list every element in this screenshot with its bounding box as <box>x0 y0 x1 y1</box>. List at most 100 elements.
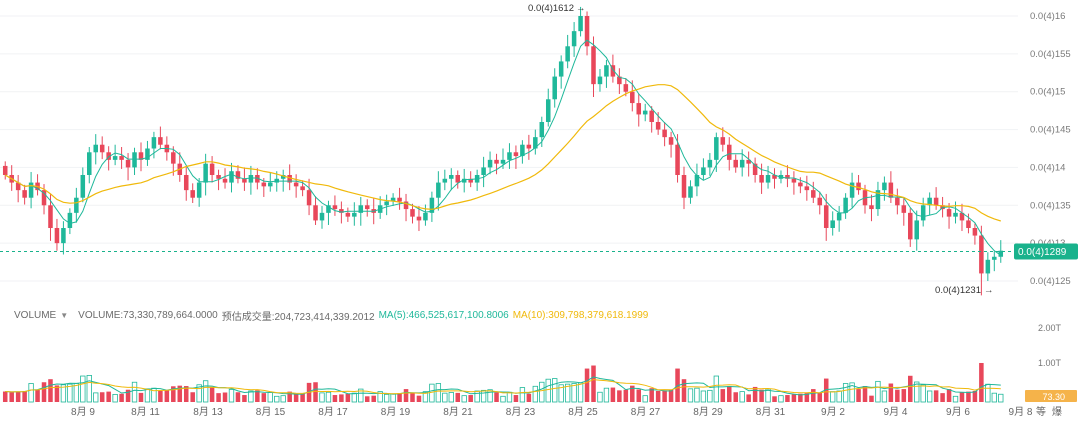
candle-body <box>15 182 21 191</box>
volume-bar <box>991 392 997 403</box>
volume-bar <box>442 392 448 403</box>
volume-ma10-line <box>5 379 1001 395</box>
volume-bar <box>280 395 286 403</box>
volume-ma5-line <box>5 376 1001 396</box>
volume-bar <box>377 391 383 403</box>
candle-body <box>306 190 312 206</box>
candle-body <box>158 137 163 145</box>
volume-bar <box>93 392 99 403</box>
candle-body <box>455 175 461 183</box>
volume-bar <box>862 386 868 402</box>
log-scale-button[interactable]: 爆 <box>1052 406 1062 418</box>
candle-body <box>280 175 286 179</box>
candle-body <box>48 205 53 228</box>
candle-body <box>138 152 144 160</box>
axis-buttons: 等 爆 <box>1036 405 1062 418</box>
candle-body <box>487 159 493 168</box>
volume-bar <box>383 393 390 403</box>
candle-body <box>22 190 27 198</box>
candle-body <box>183 175 189 191</box>
chevron-down-icon[interactable]: ▼ <box>60 311 69 320</box>
volume-bar <box>364 396 370 402</box>
volume-bars <box>2 362 1004 403</box>
volume-bar <box>248 390 254 403</box>
volume-bar <box>209 386 215 402</box>
volume-bar <box>603 387 610 403</box>
autoscale-button[interactable]: 等 <box>1036 405 1046 418</box>
volume-bar <box>707 389 713 403</box>
candle-body <box>817 197 823 206</box>
time-tick: 8月 21 <box>443 406 473 418</box>
candle-body <box>597 76 603 85</box>
candle-body <box>248 175 254 183</box>
candle-body <box>507 152 512 160</box>
candle-body <box>895 197 900 206</box>
candle-body <box>908 212 913 240</box>
volume-bar <box>119 393 124 402</box>
time-tick: 8月 17 <box>318 406 348 418</box>
volume-bar <box>733 392 738 402</box>
candle-body <box>772 175 777 179</box>
volume-bar <box>313 382 318 402</box>
volume-bar <box>726 386 732 402</box>
candle-body <box>513 152 519 157</box>
volume-bar <box>138 392 144 402</box>
candle-body <box>675 144 680 175</box>
volume-bar <box>190 392 195 402</box>
volume-bar <box>940 393 945 402</box>
volume-bar <box>513 395 519 402</box>
volume-bar <box>869 395 874 402</box>
volume-bar <box>183 386 189 402</box>
candle-body <box>216 175 221 179</box>
volume-bar <box>985 383 991 403</box>
candle-body <box>384 201 389 206</box>
price-tick: 0.0(4)145 <box>1030 125 1071 136</box>
volume-bar <box>558 384 564 403</box>
candle-body <box>869 205 874 210</box>
volume-bar <box>526 393 532 402</box>
candle-body <box>882 182 887 191</box>
candle-body <box>313 205 318 221</box>
volume-bar <box>842 383 849 403</box>
candle-body <box>662 129 667 138</box>
volume-bar <box>196 384 202 403</box>
candle-body <box>436 182 441 198</box>
volume-bar <box>888 383 894 402</box>
volume-bar <box>856 389 861 402</box>
volume-bar <box>739 391 745 403</box>
candle-body <box>99 144 105 153</box>
volume-bar <box>474 390 480 403</box>
volume-indicator-name[interactable]: VOLUME <box>14 310 57 321</box>
volume-bar <box>655 390 661 402</box>
volume-bar <box>435 383 442 403</box>
volume-bar <box>539 381 545 403</box>
volume-bar <box>926 390 933 403</box>
candle-body <box>74 197 79 213</box>
candle-body <box>688 186 693 198</box>
volume-bar <box>972 390 978 402</box>
candle-body <box>268 182 273 187</box>
high-marker-label: 0.0(4)1612 <box>528 3 574 14</box>
volume-bar <box>351 392 357 403</box>
volume-bar <box>791 394 797 402</box>
candle-body <box>80 175 86 198</box>
volume-bar <box>410 392 415 402</box>
volume-bar <box>235 392 241 402</box>
volume-bar <box>610 387 616 402</box>
candle-body <box>520 144 525 157</box>
volume-bar <box>86 374 92 403</box>
volume-bar <box>228 389 235 403</box>
candle-body <box>533 137 538 149</box>
candle-body <box>500 159 506 164</box>
candle-body <box>87 152 92 175</box>
time-tick: 9月 4 <box>884 406 908 418</box>
candle-body <box>494 159 499 164</box>
volume-bar <box>804 393 810 402</box>
volume-bar <box>597 391 603 403</box>
volume-bar <box>390 393 396 403</box>
price-tick: 0.0(4)125 <box>1030 276 1071 287</box>
volume-bar <box>403 389 409 402</box>
candle-body <box>830 220 835 228</box>
volume-bar <box>946 389 952 402</box>
